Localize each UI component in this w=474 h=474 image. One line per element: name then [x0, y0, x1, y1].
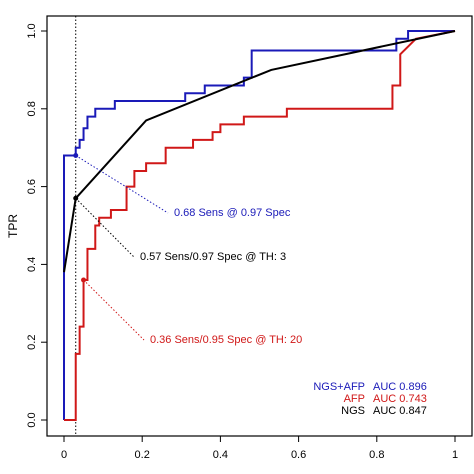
roc-curve	[63, 30, 456, 273]
legend-auc: AUC 0.847	[373, 405, 427, 417]
plot-frame	[46, 15, 473, 437]
x-tick-label: 0.6	[291, 449, 306, 461]
annotation-point	[73, 152, 79, 158]
x-tick-label: 1	[452, 449, 458, 461]
annotation-leader	[75, 197, 135, 258]
annotation-point	[73, 195, 79, 201]
roc-curve	[63, 30, 455, 420]
x-tick-label: 0.4	[213, 449, 228, 461]
y-tick-label: 0.2	[26, 335, 38, 350]
legend-auc: AUC 0.743	[373, 393, 427, 405]
roc-curve	[64, 30, 456, 421]
legend-name: NGS	[341, 405, 365, 417]
legend-auc: AUC 0.896	[373, 381, 427, 393]
y-tick-label: 0.4	[26, 257, 38, 272]
legend-name: AFP	[344, 393, 365, 405]
x-tick-label: 0	[61, 449, 67, 461]
annotation: 0.36 Sens/0.95 Spec @ TH: 20	[150, 334, 302, 346]
annotation-leader	[83, 279, 145, 341]
legend-name: NGS+AFP	[313, 381, 365, 393]
y-tick-label: 0.8	[26, 101, 38, 116]
annotation: 0.57 Sens/0.97 Spec @ TH: 3	[140, 251, 286, 263]
annotation-point	[81, 277, 87, 283]
annotation: 0.68 Sens @ 0.97 Spec	[174, 207, 291, 219]
y-tick-label: 1.0	[26, 23, 38, 38]
annotation-leader	[75, 155, 169, 214]
y-tick-label: 0.6	[26, 179, 38, 194]
x-tick-label: 0.8	[369, 449, 384, 461]
y-axis-label: TPR	[6, 214, 20, 238]
x-tick-label: 0.2	[135, 449, 150, 461]
y-tick-label: 0.0	[26, 412, 38, 427]
